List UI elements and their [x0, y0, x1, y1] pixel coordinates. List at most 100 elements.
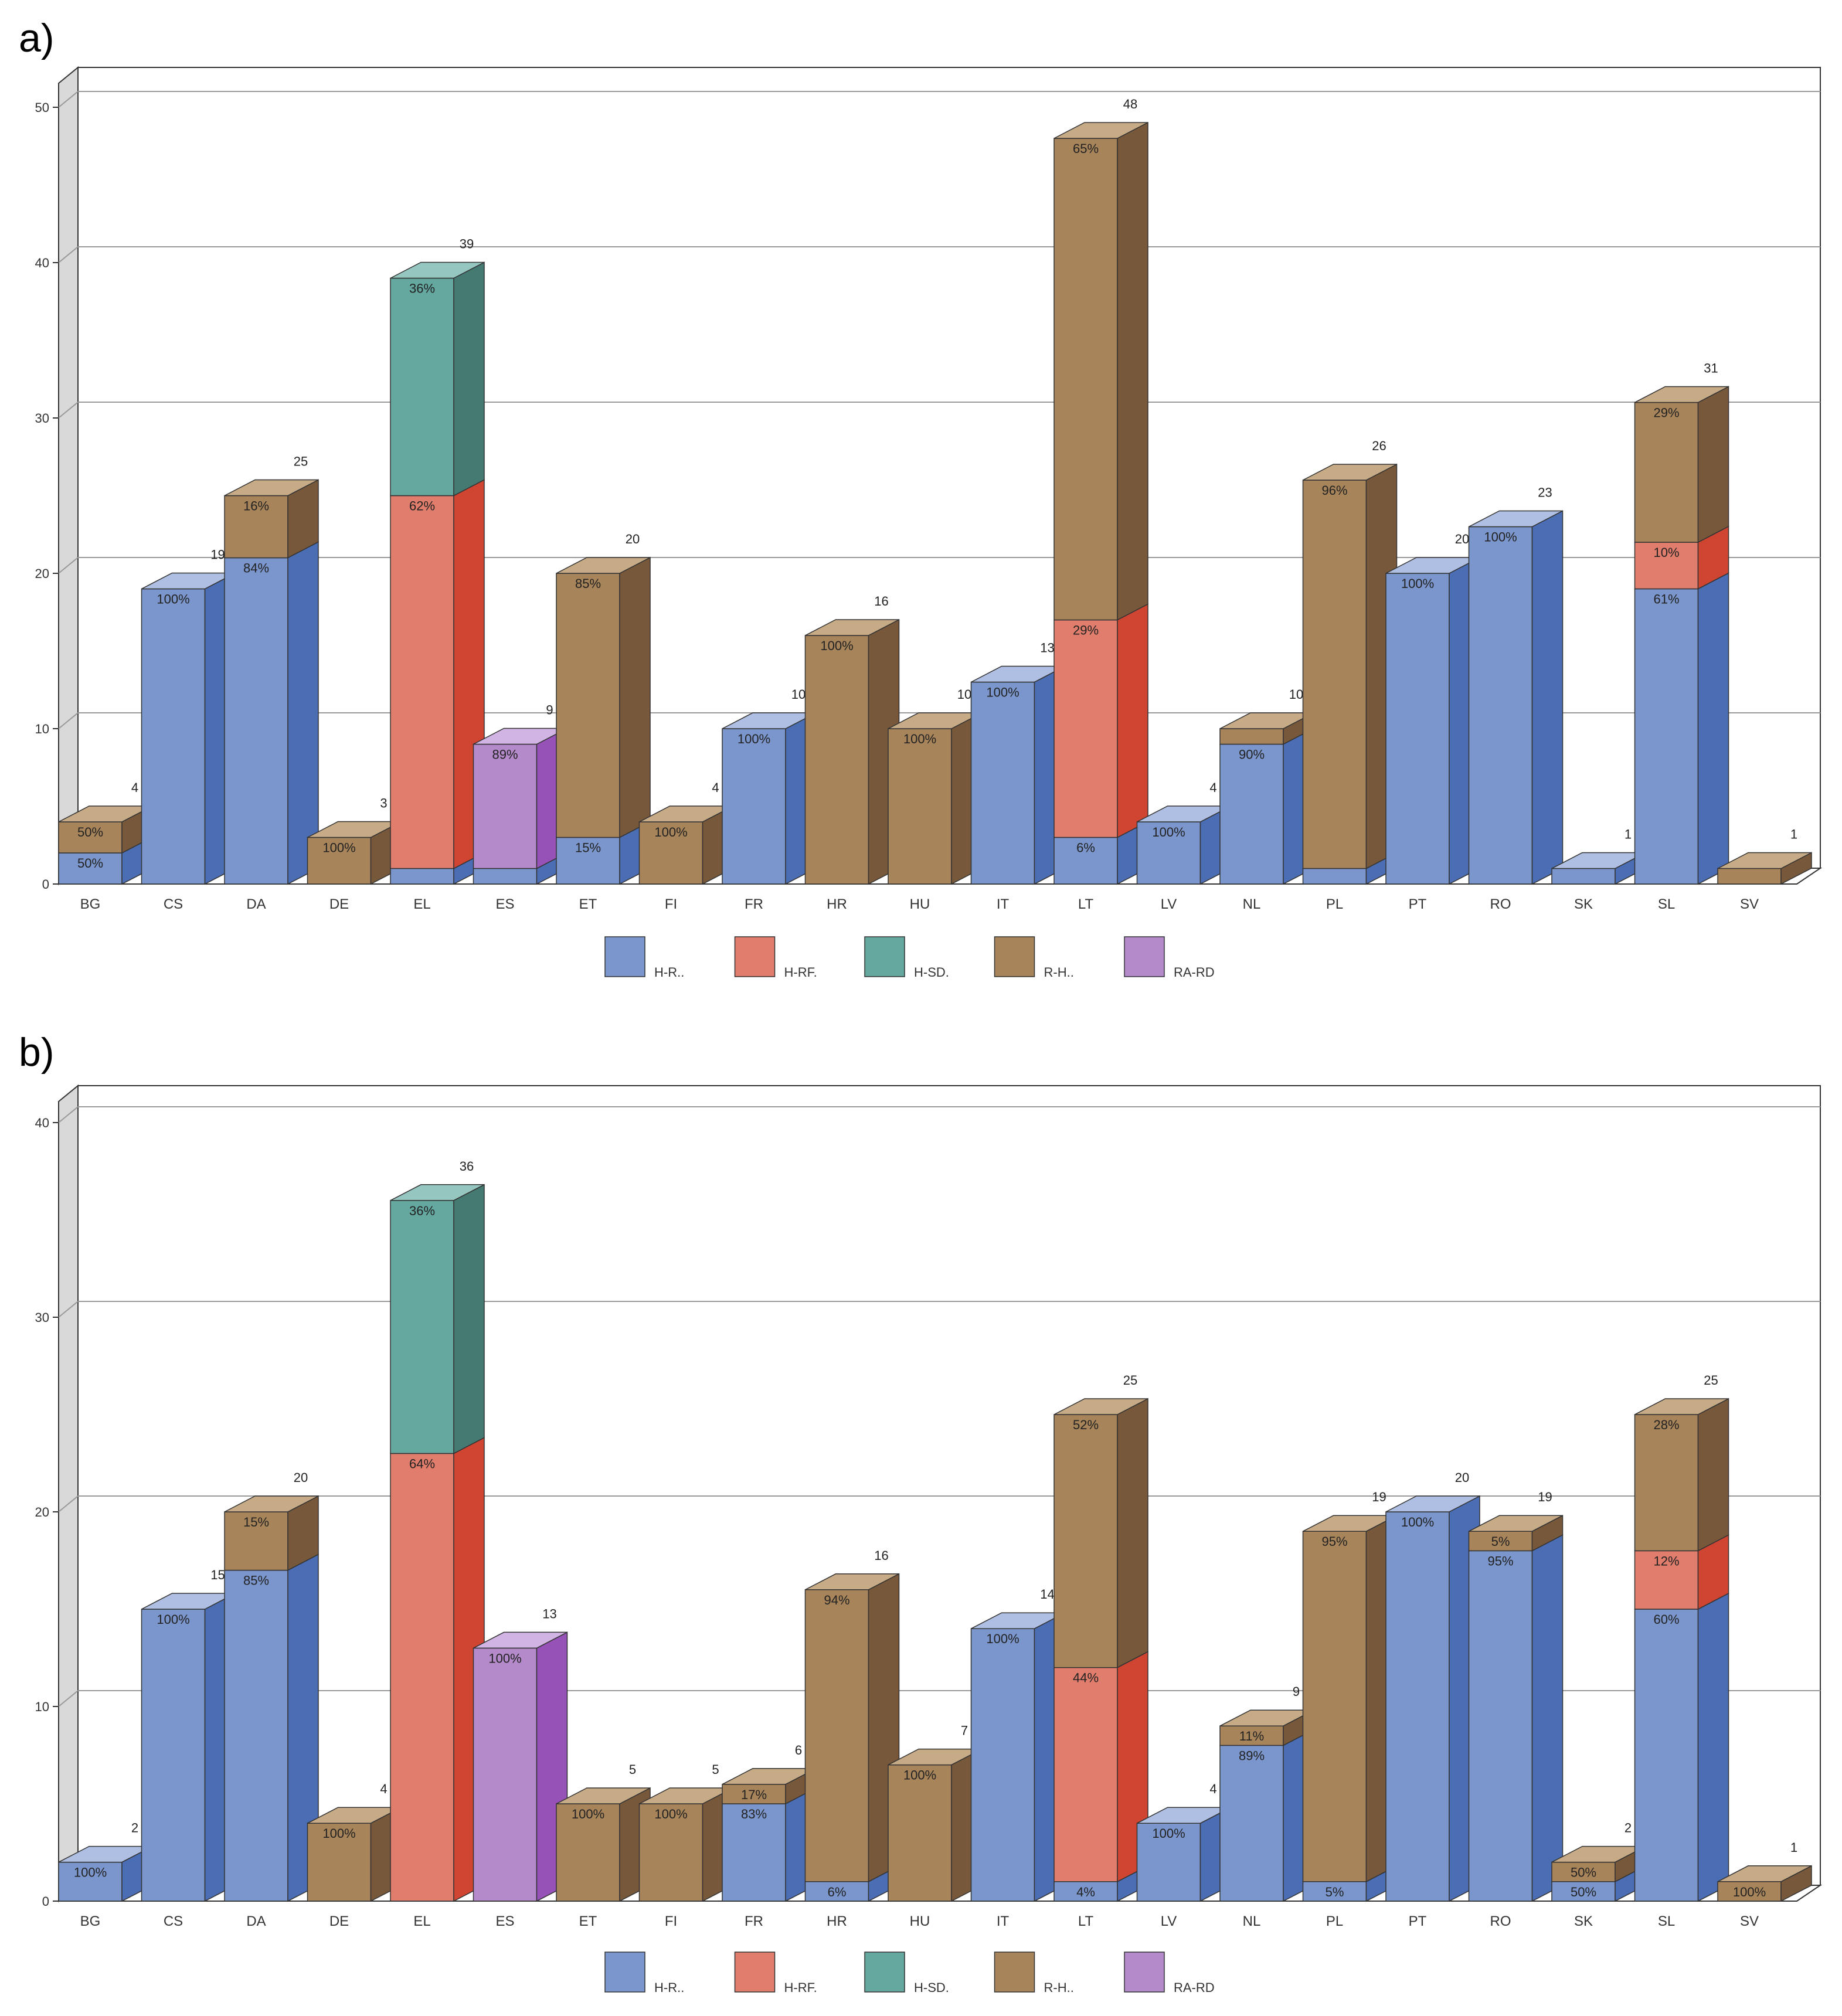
gridline-side	[58, 712, 79, 729]
bar-CS: 100% 19	[141, 548, 236, 885]
segment-label: 6%	[1076, 841, 1095, 855]
x-tick-label: SK	[1574, 896, 1593, 912]
bar-segment	[473, 743, 538, 869]
x-tick-label: NL	[1243, 896, 1261, 912]
bar-segment-side	[1117, 1398, 1148, 1668]
legend-swatch	[994, 936, 1035, 977]
bar-segment-side	[1531, 510, 1564, 885]
bar-segment	[1551, 868, 1616, 885]
x-tick-label: RO	[1490, 1913, 1511, 1929]
x-tick-label: LT	[1078, 1913, 1094, 1929]
bar-EL: 62% 36% 39	[390, 237, 485, 885]
bar-total-label: 10	[791, 687, 806, 702]
segment-label: 100%	[1152, 1826, 1185, 1841]
bar-segment	[1468, 1550, 1533, 1902]
segment-label: 100%	[654, 1807, 687, 1821]
y-tick-label: 30	[35, 411, 49, 426]
bar-top	[224, 1495, 319, 1512]
bar-segment	[1053, 138, 1118, 621]
bar-ES: 100% 13	[473, 1606, 568, 1902]
bar-segment	[556, 1803, 620, 1902]
legend: H-R.. H-RF. H-SD. R-H.. RA-RD	[604, 936, 1215, 980]
bar-total-label: 26	[1372, 438, 1386, 453]
x-tick-label: CS	[164, 1913, 183, 1929]
segment-label: 100%	[654, 825, 687, 839]
y-tick-label: 0	[42, 877, 49, 892]
x-tick-label: CS	[164, 896, 183, 912]
bar-segment	[1136, 1823, 1201, 1902]
segment-label: 89%	[492, 747, 518, 762]
bar-total-label: 25	[1704, 1373, 1718, 1388]
bar-segment	[722, 1784, 786, 1804]
segment-label: 96%	[1321, 483, 1347, 498]
bar-LT: 6% 29% 65% 48	[1053, 97, 1148, 885]
bar-total-label: 6	[795, 1743, 802, 1757]
bar-segment	[970, 1628, 1035, 1902]
bar-segment	[638, 1803, 704, 1902]
segment-label: 100%	[903, 732, 936, 746]
x-tick-label: IT	[997, 1913, 1010, 1929]
bar-segment	[224, 557, 288, 885]
bar-segment	[970, 681, 1035, 885]
x-tick-label: SV	[1740, 1913, 1759, 1929]
panel-label: b)	[19, 1030, 54, 1075]
bar-total-label: 2	[131, 1821, 138, 1835]
x-tick-label: ET	[579, 896, 597, 912]
bar-segment	[722, 728, 786, 885]
segment-label: 50%	[1571, 1865, 1596, 1880]
x-tick-label: PT	[1409, 896, 1427, 912]
bar-total-label: 20	[1455, 532, 1469, 546]
bar-total-label: 20	[1455, 1470, 1469, 1485]
bar-top	[805, 619, 899, 636]
bar-segment	[1551, 1881, 1616, 1902]
x-tick-label: FI	[665, 1913, 677, 1929]
bar-FI: 100% 5	[638, 1762, 734, 1902]
bar-total-label: 4	[1209, 780, 1216, 795]
bar-EL: 64% 36% 36	[390, 1159, 485, 1902]
bar-segment	[307, 837, 372, 885]
bar-HR: 100% 16	[804, 594, 900, 885]
segment-label: 17%	[741, 1787, 767, 1802]
segment-label: 100%	[986, 1631, 1019, 1646]
bar-segment	[141, 1609, 206, 1902]
bar-top	[1469, 1515, 1563, 1532]
bar-total-label: 14	[1040, 1587, 1054, 1602]
bar-top	[224, 479, 319, 497]
segment-label: 85%	[243, 1573, 269, 1588]
bar-top	[1053, 1398, 1148, 1415]
segment-label: 84%	[243, 561, 269, 576]
bar-top	[1717, 852, 1812, 869]
bar-segment	[473, 868, 538, 885]
bar-segment	[1634, 1414, 1699, 1552]
x-tick-label: EL	[413, 1913, 430, 1929]
y-tick-label: 30	[35, 1310, 49, 1325]
bar-segment	[1302, 480, 1367, 869]
bar-segment	[556, 573, 620, 838]
bar-total-label: 16	[874, 1548, 888, 1563]
bar-segment	[888, 1764, 952, 1902]
bar-segment	[638, 821, 704, 885]
x-tick-label: EL	[413, 896, 430, 912]
x-tick-label: SL	[1658, 896, 1675, 912]
segment-label: 100%	[157, 592, 189, 607]
bar-CS: 100% 15	[141, 1568, 236, 1902]
bar-segment	[1717, 868, 1782, 885]
gridline-side	[58, 1106, 79, 1123]
bar-total-label: 9	[1293, 1684, 1300, 1699]
x-tick-label: PL	[1326, 896, 1343, 912]
legend-swatch	[864, 1952, 905, 1993]
y-tick-label: 10	[35, 1699, 49, 1714]
bar-segment-side	[1697, 1398, 1729, 1552]
segment-label: 85%	[575, 576, 601, 591]
bar-total-label: 4	[712, 780, 719, 795]
segment-label: 83%	[741, 1807, 767, 1821]
bar-RO: 95% 5% 19	[1468, 1490, 1564, 1902]
segment-label: 100%	[157, 1612, 189, 1627]
bar-top	[1717, 1865, 1812, 1882]
bar-total-label: 10	[1289, 687, 1303, 702]
x-tick-label: HR	[827, 896, 847, 912]
gridline-side	[58, 91, 79, 108]
segment-label: 100%	[903, 1768, 936, 1783]
bar-total-label: 19	[210, 548, 225, 562]
